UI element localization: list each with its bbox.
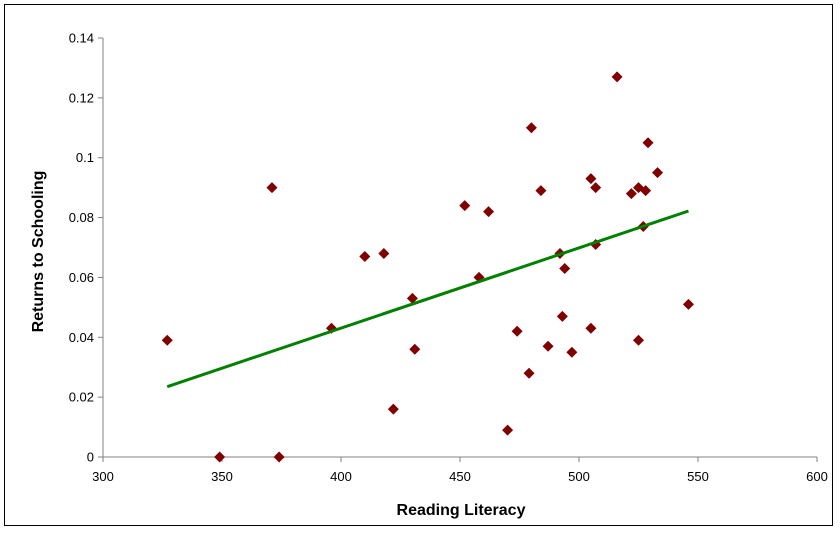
- x-tick-label: 300: [92, 469, 114, 484]
- y-tick-label: 0.12: [69, 90, 94, 105]
- data-point: [590, 182, 602, 194]
- y-tick-label: 0.02: [69, 390, 94, 405]
- y-tick-label: 0.06: [69, 270, 94, 285]
- data-point: [682, 298, 694, 310]
- data-point: [406, 292, 418, 304]
- data-point: [387, 403, 399, 415]
- data-point: [409, 343, 421, 355]
- x-axis-ticks: 300 350 400 450 500 550 600: [92, 457, 828, 484]
- data-point: [483, 206, 495, 218]
- x-axis-title: Reading Literacy: [397, 502, 526, 519]
- trend-line: [166, 209, 689, 389]
- data-point: [161, 334, 173, 346]
- data-point: [214, 451, 226, 463]
- y-tick-label: 0.04: [69, 330, 94, 345]
- y-tick-label: 0.1: [76, 150, 94, 165]
- data-point: [633, 334, 644, 346]
- data-point: [535, 185, 547, 197]
- data-point: [511, 325, 523, 337]
- data-point: [585, 173, 597, 185]
- data-point: [359, 250, 371, 262]
- plot-area: 0 0.02 0.04 0.06 0.08 0.1 0.12 0.14 300 350 400 45…: [69, 31, 828, 485]
- data-point: [273, 451, 285, 463]
- y-tick-label: 0.08: [69, 210, 94, 225]
- x-tick-label: 400: [330, 469, 352, 484]
- data-point: [556, 310, 568, 322]
- data-point: [625, 188, 637, 200]
- x-tick-label: 550: [687, 469, 709, 484]
- x-tick-label: 600: [806, 469, 828, 484]
- data-point: [611, 71, 623, 83]
- data-point: [459, 200, 471, 212]
- data-point: [642, 137, 654, 149]
- data-points: [161, 71, 694, 463]
- y-axis-title: Returns to Schooling: [30, 171, 47, 333]
- data-point: [640, 185, 652, 197]
- data-point: [502, 424, 514, 436]
- data-point: [559, 262, 571, 274]
- y-tick-label: 0: [87, 450, 94, 465]
- x-tick-label: 500: [568, 469, 590, 484]
- x-tick-label: 350: [211, 469, 233, 484]
- chart-frame: [4, 4, 833, 526]
- data-point: [266, 182, 278, 194]
- data-point: [523, 367, 535, 379]
- data-point: [542, 340, 554, 352]
- x-tick-label: 450: [449, 469, 471, 484]
- data-point: [566, 346, 578, 358]
- data-point: [652, 167, 664, 179]
- data-point: [585, 322, 597, 334]
- data-point: [378, 247, 390, 259]
- data-point: [525, 122, 537, 134]
- y-tick-label: 0.14: [69, 31, 94, 46]
- y-axis-ticks: 0 0.02 0.04 0.06 0.08 0.1 0.12 0.14: [69, 31, 103, 465]
